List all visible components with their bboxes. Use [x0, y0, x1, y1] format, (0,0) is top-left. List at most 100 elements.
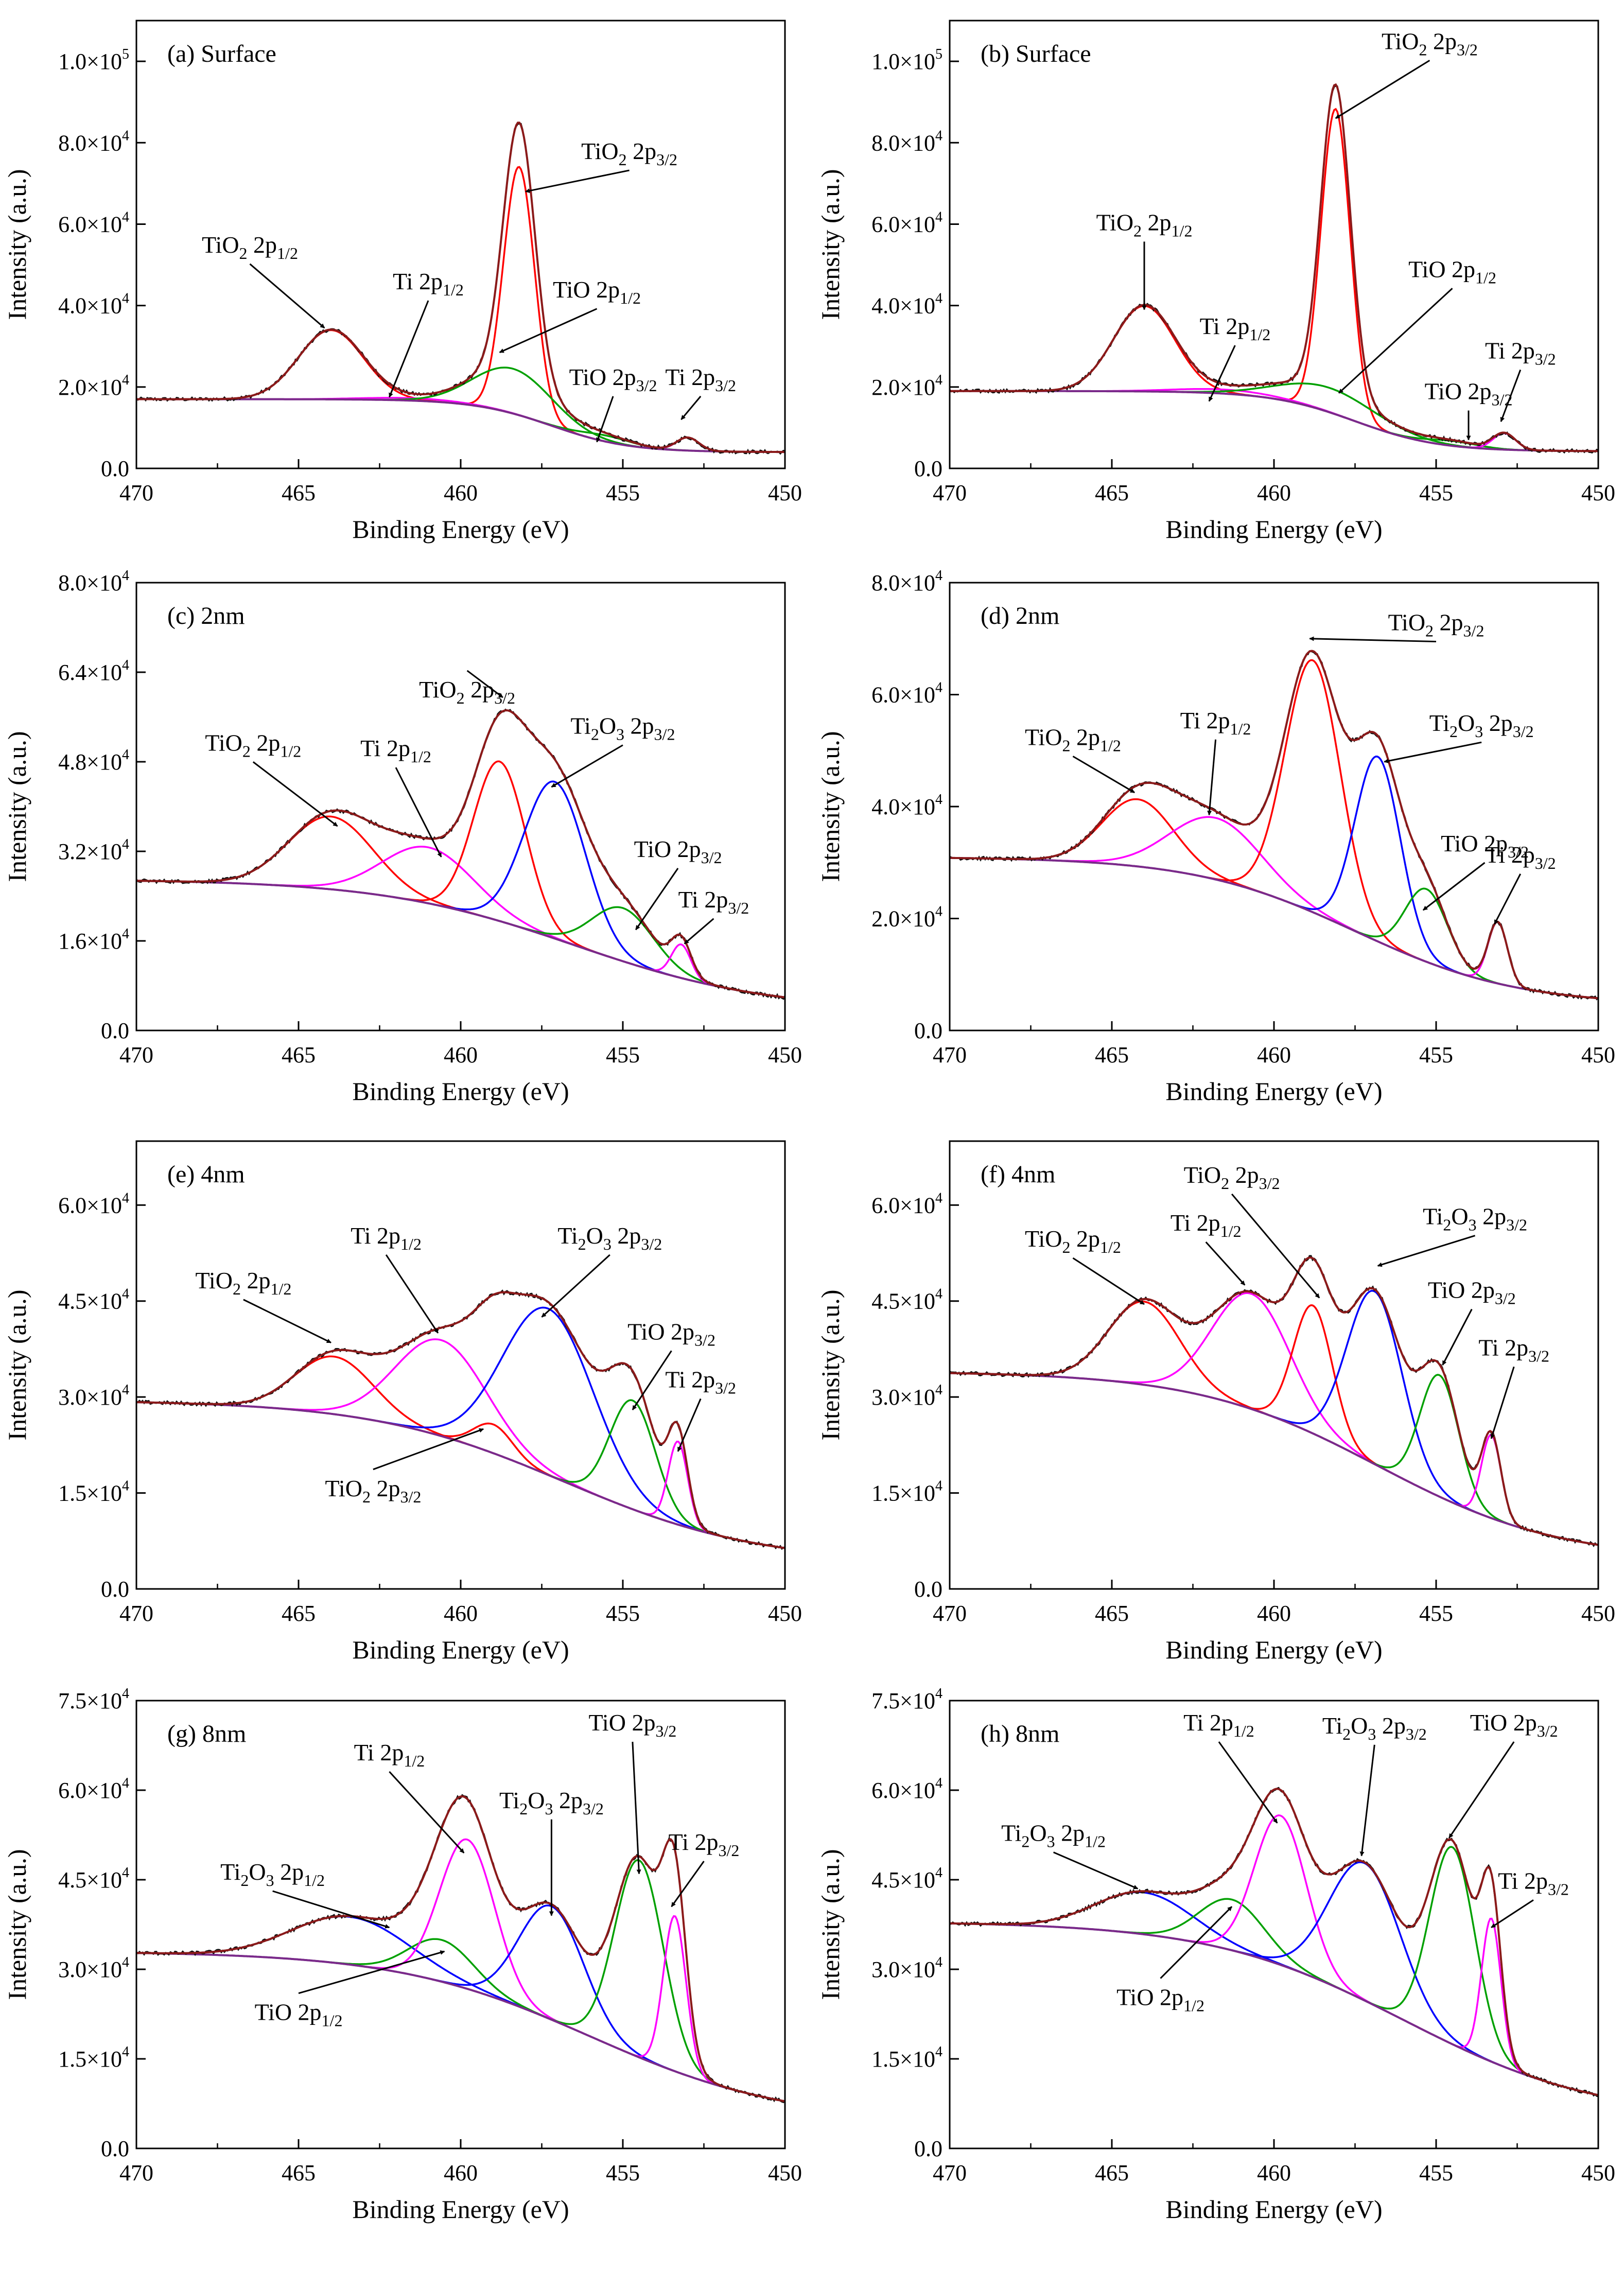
- curves-c: [136, 708, 785, 1000]
- annotation-arrow: [385, 1254, 439, 1334]
- annotation-arrow: [1490, 1366, 1515, 1439]
- peak-annotation: Ti2​O3​ 2p1/2​: [220, 1859, 325, 1890]
- annotation-arrow: [1207, 739, 1217, 816]
- y-tick-label: 0.0: [101, 2136, 129, 2161]
- peak-annotation: TiO2​ 2p1/2​: [1025, 1226, 1121, 1256]
- y-tick-label: 6.4×104​: [58, 657, 129, 685]
- x-tick-label: 465: [1095, 480, 1129, 505]
- component-peak-ti-2p3-2: [950, 1917, 1598, 2096]
- component-peak-tio-2p3-2: [136, 398, 785, 453]
- component-peak-ti2o3-2p3-2: [136, 1904, 785, 2103]
- y-axis-title: Intensity (a.u.): [816, 1290, 845, 1441]
- x-axis-title: Binding Energy (eV): [352, 515, 569, 544]
- annotation-arrow: [249, 263, 325, 329]
- plot-frame: [135, 582, 786, 1031]
- peak-annotation: Ti 2p3/2​: [1498, 1867, 1569, 1898]
- peak-annotation: Ti2​O3​ 2p3/2​: [1429, 710, 1534, 741]
- y-axis-title: Intensity (a.u.): [3, 169, 31, 320]
- component-peak-ti2o3-2p3-2: [950, 755, 1598, 1000]
- peak-annotation: TiO 2p1/2​: [255, 1999, 343, 2030]
- y-tick-label: 1.0×105​: [58, 46, 129, 74]
- y-tick-label: 6.0×104​: [58, 1190, 129, 1218]
- x-tick-label: 455: [606, 480, 640, 505]
- y-tick-label: 0.0: [101, 1577, 129, 1602]
- y-axis-title: Intensity (a.u.): [816, 169, 845, 320]
- peak-annotation: TiO2​ 2p3/2​: [1388, 609, 1485, 640]
- x-tick-label: 460: [444, 480, 478, 505]
- peak-annotation: TiO 2p3/2​: [627, 1318, 715, 1349]
- x-tick-label: 465: [282, 480, 316, 505]
- annotation-arrow: [1072, 1257, 1145, 1305]
- peak-annotation: Ti2​O3​ 2p1/2​: [1001, 1820, 1106, 1851]
- peak-annotation: TiO 2p3/2​: [1441, 830, 1529, 861]
- peak-annotation: Ti 2p1/2​: [393, 268, 464, 299]
- y-axis-title: Intensity (a.u.): [3, 731, 31, 882]
- envelope-fit: [136, 1291, 785, 1549]
- y-tick-label: 1.6×104​: [58, 926, 129, 954]
- background-line: [136, 880, 785, 999]
- peak-annotation: TiO 2p1/2​: [1408, 256, 1496, 287]
- annotation-arrow: [1422, 862, 1486, 911]
- component-peak-ti-2p1-2: [950, 1292, 1598, 1546]
- y-tick-label: 6.0×104​: [58, 209, 129, 237]
- x-tick-label: 460: [1257, 2160, 1291, 2185]
- annotation-arrow: [541, 1254, 610, 1318]
- annotation-arrow: [1053, 1851, 1139, 1890]
- x-axis-title: Binding Energy (eV): [1165, 1077, 1382, 1106]
- curves-d: [950, 650, 1598, 1001]
- peak-annotation: Ti 2p3/2​: [1485, 337, 1556, 368]
- panel-e: 470 465 460 455 450 0.0 1.5×104​ 3.0×104​ 4.5×10…: [3, 1140, 802, 1664]
- x-tick-label: 470: [933, 480, 967, 505]
- annotation-arrow: [1218, 1741, 1278, 1824]
- background-line: [950, 856, 1598, 1000]
- peak-annotation: TiO2​ 2p3/2​: [1382, 28, 1478, 59]
- annotation-arrow: [1500, 369, 1522, 422]
- annotation-arrow: [1338, 288, 1453, 394]
- y-tick-label: 8.0×104​: [58, 128, 129, 155]
- y-tick-label: 8.0×104​: [58, 568, 129, 596]
- y-tick-label: 6.0×104​: [871, 1775, 942, 1803]
- peak-annotation: Ti 2p1/2​: [1183, 1709, 1254, 1740]
- envelope-fit: [950, 1256, 1598, 1546]
- y-tick-label: 8.0×104​: [871, 128, 942, 155]
- x-tick-label: 470: [119, 1601, 153, 1626]
- panel-title: (f) 4nm: [981, 1161, 1055, 1188]
- peak-annotation: Ti 2p3/2​: [669, 1829, 740, 1860]
- component-peak-tio2-2p3-2: [136, 166, 785, 453]
- y-tick-label: 4.8×104​: [58, 747, 129, 775]
- annotation-arrow: [1377, 1235, 1476, 1267]
- component-peak-ti-2p1-2: [136, 397, 785, 453]
- y-tick-label: 2.0×104​: [871, 904, 942, 932]
- component-peak-ti-2p3-2: [136, 1915, 785, 2103]
- peak-annotation: TiO 2p1/2​: [1116, 1984, 1204, 2015]
- x-tick-label: 465: [282, 1601, 316, 1626]
- component-peak-ti-2p3-2: [136, 398, 785, 453]
- peak-annotation: Ti 2p1/2​: [360, 735, 431, 766]
- panel-title: (d) 2nm: [981, 602, 1059, 629]
- curves-g: [136, 1794, 785, 2104]
- annotation-arrow: [389, 1771, 465, 1853]
- peak-annotation: TiO2​ 2p3/2​: [325, 1475, 421, 1506]
- peak-annotation: TiO 2p3/2​: [569, 364, 657, 395]
- curves-f: [950, 1255, 1598, 1548]
- peak-annotation: Ti 2p3/2​: [665, 364, 736, 395]
- panel-title: (h) 8nm: [981, 1720, 1059, 1747]
- plot-frame: [135, 1700, 786, 2149]
- envelope-fit: [136, 121, 785, 453]
- panel-g: 470 465 460 455 450 0.0 1.5×104​ 3.0×104​ 4.5×10…: [3, 1686, 802, 2224]
- annotation-arrow: [1309, 636, 1437, 642]
- x-tick-label: 465: [1095, 1601, 1129, 1626]
- x-tick-label: 465: [1095, 2160, 1129, 2185]
- x-tick-label: 450: [1581, 480, 1615, 505]
- y-tick-label: 0.0: [914, 1577, 942, 1602]
- peak-annotation: Ti2​O3​ 2p3/2​: [499, 1787, 604, 1818]
- y-tick-label: 6.0×104​: [871, 209, 942, 237]
- x-tick-label: 455: [606, 2160, 640, 2185]
- y-tick-label: 4.0×104​: [871, 792, 942, 819]
- y-tick-label: 1.5×104​: [58, 1478, 129, 1506]
- x-tick-label: 455: [1419, 480, 1453, 505]
- x-tick-label: 450: [768, 1042, 802, 1068]
- y-tick-label: 3.0×104​: [58, 1954, 129, 1982]
- panel-c: 470 465 460 455 450 0.0 1.6×104​ 3.2×104​ 4.8×10…: [3, 568, 802, 1106]
- peak-annotation: Ti2​O3​ 2p3/2​: [571, 713, 675, 744]
